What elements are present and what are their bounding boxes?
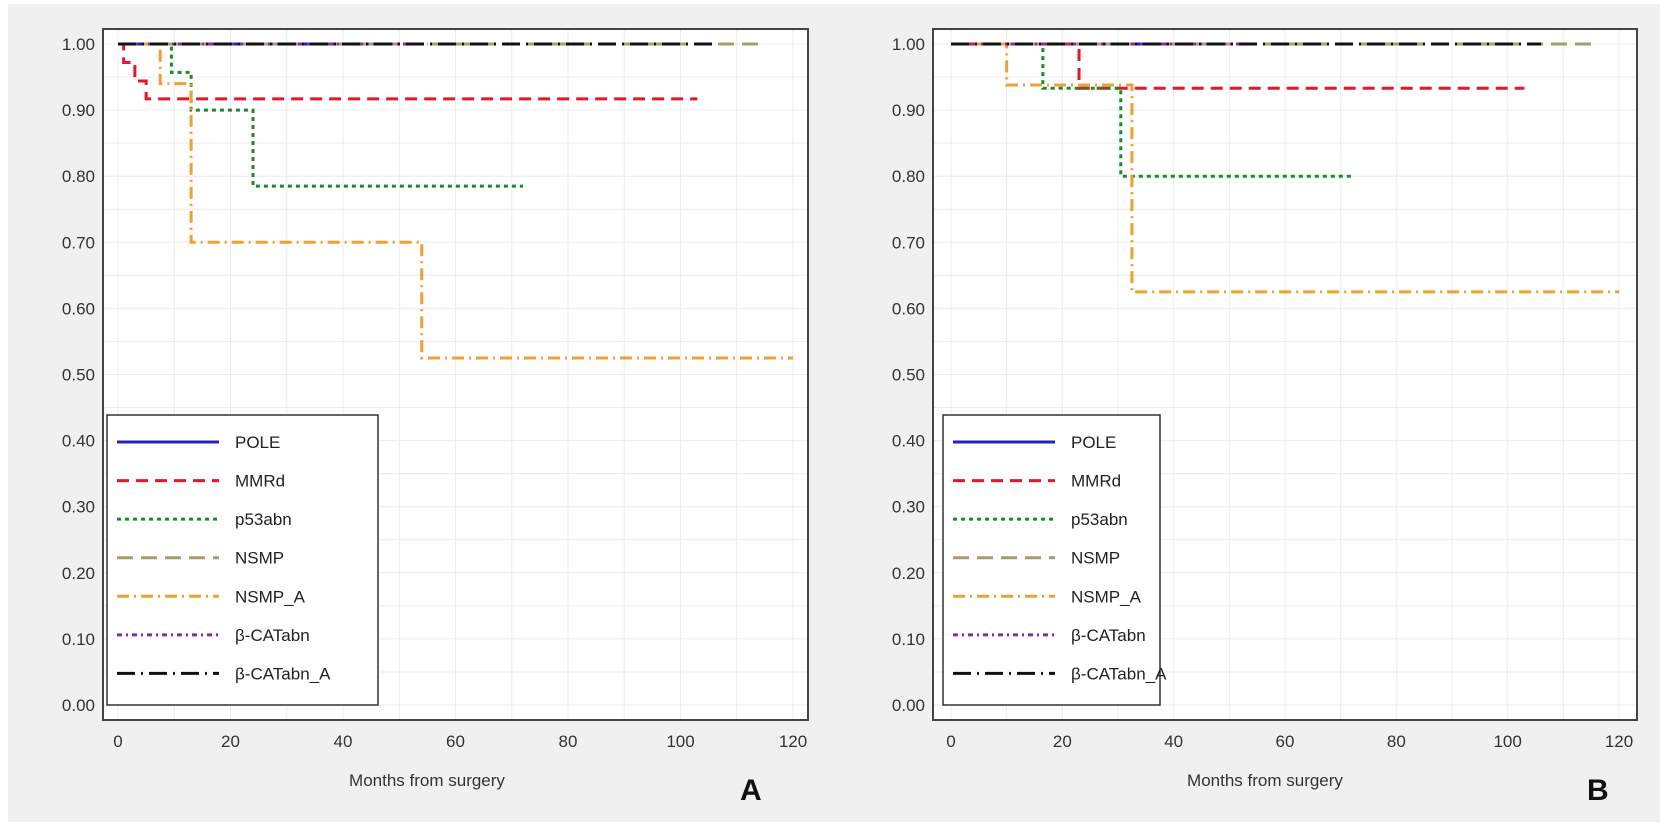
legend-label: NSMP (1071, 549, 1120, 568)
y-tick-label: 0.70 (62, 233, 95, 252)
plot-frame (932, 28, 1638, 721)
x-axis-label: Months from surgery (349, 771, 505, 790)
x-tick-label: 20 (221, 732, 240, 751)
series-line-nsmp-a (951, 42, 1619, 294)
x-tick-label: 100 (666, 732, 694, 751)
y-tick-label: 0.70 (892, 233, 925, 252)
legend-label: p53abn (235, 510, 292, 529)
y-tick-label: 0.10 (62, 630, 95, 649)
legend: POLE MMRd p53abn NSMP NSMP_A β-CATabn β-CATabn… (106, 414, 379, 706)
y-tick-label: 0.40 (892, 432, 925, 451)
series-line-mmrd (118, 42, 698, 101)
legend: POLE MMRd p53abn NSMP NSMP_A β-CATabn β-CATabn… (942, 414, 1167, 706)
x-tick-label: 0 (113, 732, 122, 751)
x-axis-label: Months from surgery (1187, 771, 1343, 790)
legend-box (106, 414, 379, 706)
legend-box (942, 414, 1161, 706)
legend-label: POLE (1071, 433, 1116, 452)
panel-label: B (1587, 774, 1609, 807)
x-tick-label: 60 (446, 732, 465, 751)
plot-frame (102, 28, 809, 721)
x-tick-label: 120 (1605, 732, 1633, 751)
x-tick-label: 120 (779, 732, 807, 751)
legend-label: POLE (235, 433, 280, 452)
legend-label: β-CATabn (235, 626, 310, 645)
y-tick-label: 0.80 (892, 167, 925, 186)
legend-label: NSMP_A (1071, 587, 1142, 606)
x-tick-label: 0 (946, 732, 955, 751)
y-tick-label: 0.20 (892, 564, 925, 583)
y-tick-label: 0.40 (62, 432, 95, 451)
panel-label: A (740, 774, 762, 807)
x-tick-label: 40 (1164, 732, 1183, 751)
y-tick-label: 0.60 (892, 299, 925, 318)
chart-panel-b: 0.00 0.10 0.20 0.30 0.40 0.50 0.60 0.70 0.80 0.90… (892, 28, 1638, 807)
x-tick-label: 40 (334, 732, 353, 751)
legend-label: β-CATabn_A (1071, 664, 1167, 683)
legend-label: p53abn (1071, 510, 1128, 529)
legend-label: NSMP_A (235, 587, 306, 606)
y-tick-label: 0.60 (62, 299, 95, 318)
y-tick-label: 0.80 (62, 167, 95, 186)
x-tick-label: 80 (559, 732, 578, 751)
y-tick-label: 0.50 (62, 366, 95, 385)
series-line-nsmp-a (118, 42, 793, 360)
legend-label: β-CATabn (1071, 626, 1146, 645)
chart-panel-a: 0.00 0.10 0.20 0.30 0.40 0.50 0.60 0.70 0.80 0.90… (62, 28, 809, 807)
y-tick-label: 0.00 (62, 696, 95, 715)
y-tick-label: 0.30 (892, 498, 925, 517)
y-tick-label: 0.50 (892, 366, 925, 385)
x-tick-label: 20 (1053, 732, 1072, 751)
y-tick-label: 0.90 (62, 101, 95, 120)
y-tick-label: 1.00 (892, 35, 925, 54)
x-tick-label: 80 (1387, 732, 1406, 751)
y-tick-label: 0.20 (62, 564, 95, 583)
y-tick-label: 1.00 (62, 35, 95, 54)
y-tick-label: 0.90 (892, 101, 925, 120)
x-tick-label: 100 (1493, 732, 1521, 751)
legend-label: MMRd (1071, 472, 1121, 491)
x-tick-label: 60 (1276, 732, 1295, 751)
legend-label: NSMP (235, 549, 284, 568)
legend-label: MMRd (235, 472, 285, 491)
y-tick-label: 0.30 (62, 498, 95, 517)
y-tick-label: 0.10 (892, 630, 925, 649)
y-tick-label: 0.00 (892, 696, 925, 715)
legend-label: β-CATabn_A (235, 664, 331, 683)
